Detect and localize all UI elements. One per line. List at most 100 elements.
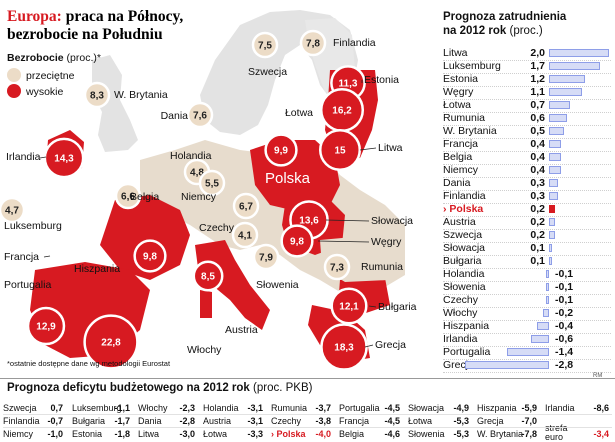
marker-circle-wlochy — [192, 260, 224, 292]
country-label-luksemburg: Luksemburg — [4, 220, 62, 232]
deficit-value: -1,0 — [47, 429, 63, 439]
marker-value-slowacja: 13,6 — [299, 216, 319, 227]
employment-bar — [549, 101, 570, 109]
country-label-polska: Polska — [265, 170, 311, 187]
employment-value: 2,0 — [530, 47, 545, 59]
employment-row: Włochy -0,2 — [443, 306, 611, 321]
employment-value: 0,4 — [530, 138, 545, 150]
deficit-country: Litwa — [138, 429, 160, 439]
marker-dania: 7,6 — [186, 101, 214, 129]
country-label-czechy: Czechy — [199, 222, 235, 234]
marker-value-portugalia: 12,9 — [36, 322, 56, 333]
deficit-cell: Portugalia -4,5 — [339, 402, 406, 415]
employment-country: Słowacja — [443, 242, 486, 254]
deficit-country: Niemcy — [3, 429, 34, 439]
marker-rumunia: 7,3 — [323, 253, 351, 281]
deficit-cell: Grecja -7,0 — [477, 415, 543, 428]
employment-country: Francja — [443, 138, 479, 150]
employment-bar — [507, 348, 549, 356]
marker-circle-francja — [133, 239, 167, 273]
marker-irlandia: 14,3 — [43, 137, 85, 179]
employment-row: Estonia 1,2 — [443, 72, 611, 87]
employment-value: -0,2 — [555, 307, 574, 319]
employment-country: Luksemburg — [443, 60, 501, 72]
country-label-w_brytania: W. Brytania — [114, 89, 168, 101]
marker-belgia: 6,6 — [114, 182, 142, 210]
country-label-lotwa: Łotwa — [285, 107, 313, 119]
marker-value-lotwa: 16,2 — [332, 106, 352, 117]
employment-bar — [549, 192, 558, 200]
employment-forecast-panel: Prognoza zatrudnienia na 2012 rok (proc.… — [435, 0, 615, 373]
employment-row: Słowacja 0,1 — [443, 241, 611, 256]
legend-swatch-high — [7, 84, 21, 98]
deficit-country: Grecja — [477, 416, 504, 426]
employment-bar — [549, 153, 561, 161]
employment-value: 0,3 — [530, 177, 545, 189]
deficit-value: -5,9 — [521, 403, 537, 413]
deficit-forecast-title: Prognoza deficytu budżetowego na 2012 ro… — [7, 382, 313, 394]
deficit-country: Bułgaria — [72, 416, 106, 426]
deficit-country: Finlandia — [3, 416, 40, 426]
deficit-value: -3,0 — [179, 429, 195, 439]
country-labels: Szwecja Finlandia Estonia W. Brytania Dania Ł… — [4, 37, 417, 356]
employment-row: Austria 0,2 — [443, 215, 611, 230]
employment-country: Szwecja — [443, 229, 483, 241]
employment-country: Belgia — [443, 151, 473, 163]
deficit-cell: Luksemburg -1,1 — [72, 402, 136, 415]
europe-map: Europa: praca na Północy, bezrobocie na … — [0, 8, 417, 370]
employment-value: -1,4 — [555, 346, 574, 358]
deficit-cell: Rumunia -3,7 — [271, 402, 337, 415]
employment-row: W. Brytania 0,5 — [443, 124, 611, 139]
marker-circle-bulgaria — [330, 287, 368, 325]
marker-value-szwecja: 7,5 — [258, 41, 272, 52]
employment-country: Litwa — [443, 47, 468, 59]
employment-bar — [549, 140, 561, 148]
marker-luksemburg: 4,7 — [0, 196, 26, 224]
employment-value: 0,2 — [530, 229, 545, 241]
employment-bar — [546, 283, 549, 291]
employment-bar — [549, 127, 564, 135]
marker-finlandia: 7,8 — [299, 29, 327, 57]
deficit-country: Hiszpania — [477, 403, 517, 413]
employment-country: Rumunia — [443, 112, 486, 124]
leader-line-irlandia — [39, 156, 47, 159]
map-title: Europa: praca na Północy, — [7, 8, 183, 25]
employment-bar — [549, 114, 567, 122]
deficit-cell: › Polska -4,0 — [271, 428, 337, 441]
marker-value-irlandia: 14,3 — [54, 154, 74, 165]
deficit-country: Słowenia — [408, 429, 445, 439]
employment-value: 1,2 — [530, 73, 545, 85]
country-label-grecja: Grecja — [375, 339, 406, 351]
country-label-slowenia: Słowenia — [256, 279, 299, 291]
employment-bar — [549, 166, 561, 174]
marker-value-holandia: 4,8 — [190, 168, 204, 179]
deficit-cell: Niemcy -1,0 — [3, 428, 69, 441]
marker-niemcy: 5,5 — [198, 169, 226, 197]
deficit-value: -8,6 — [593, 403, 609, 413]
legend-label-high: wysokie — [25, 86, 64, 98]
employment-country: Słowenia — [443, 281, 486, 293]
country-label-belgia: Belgia — [130, 191, 159, 203]
deficit-cell: strefa euro -3,4 — [545, 424, 615, 442]
deficit-value: -2,3 — [179, 403, 195, 413]
employment-row: Grecja -2,8 — [443, 358, 611, 373]
marker-circle-irlandia — [43, 137, 85, 179]
deficit-value: -4,0 — [315, 429, 331, 439]
employment-bar — [465, 361, 549, 369]
deficit-value: -3,3 — [247, 429, 263, 439]
employment-forecast-title: Prognoza zatrudnienia na 2012 rok (proc.… — [443, 11, 567, 37]
deficit-cell: Irlandia -8,6 — [545, 402, 615, 415]
marker-wegry: 9,8 — [280, 224, 314, 258]
credit: RM — [593, 373, 603, 379]
employment-row: Czechy -0,1 — [443, 293, 611, 308]
leader-line-litwa — [359, 147, 377, 151]
employment-bar — [549, 231, 555, 239]
employment-country: Czechy — [443, 294, 479, 306]
employment-row: Dania 0,3 — [443, 176, 611, 191]
employment-country: Hiszpania — [443, 320, 490, 332]
employment-row: Holandia -0,1 — [443, 267, 611, 282]
marker-francja: 9,8 — [133, 239, 167, 273]
employment-country: Dania — [443, 177, 471, 189]
employment-row: Portugalia -1,4 — [443, 345, 611, 360]
legend-label-average: przeciętne — [26, 70, 75, 82]
